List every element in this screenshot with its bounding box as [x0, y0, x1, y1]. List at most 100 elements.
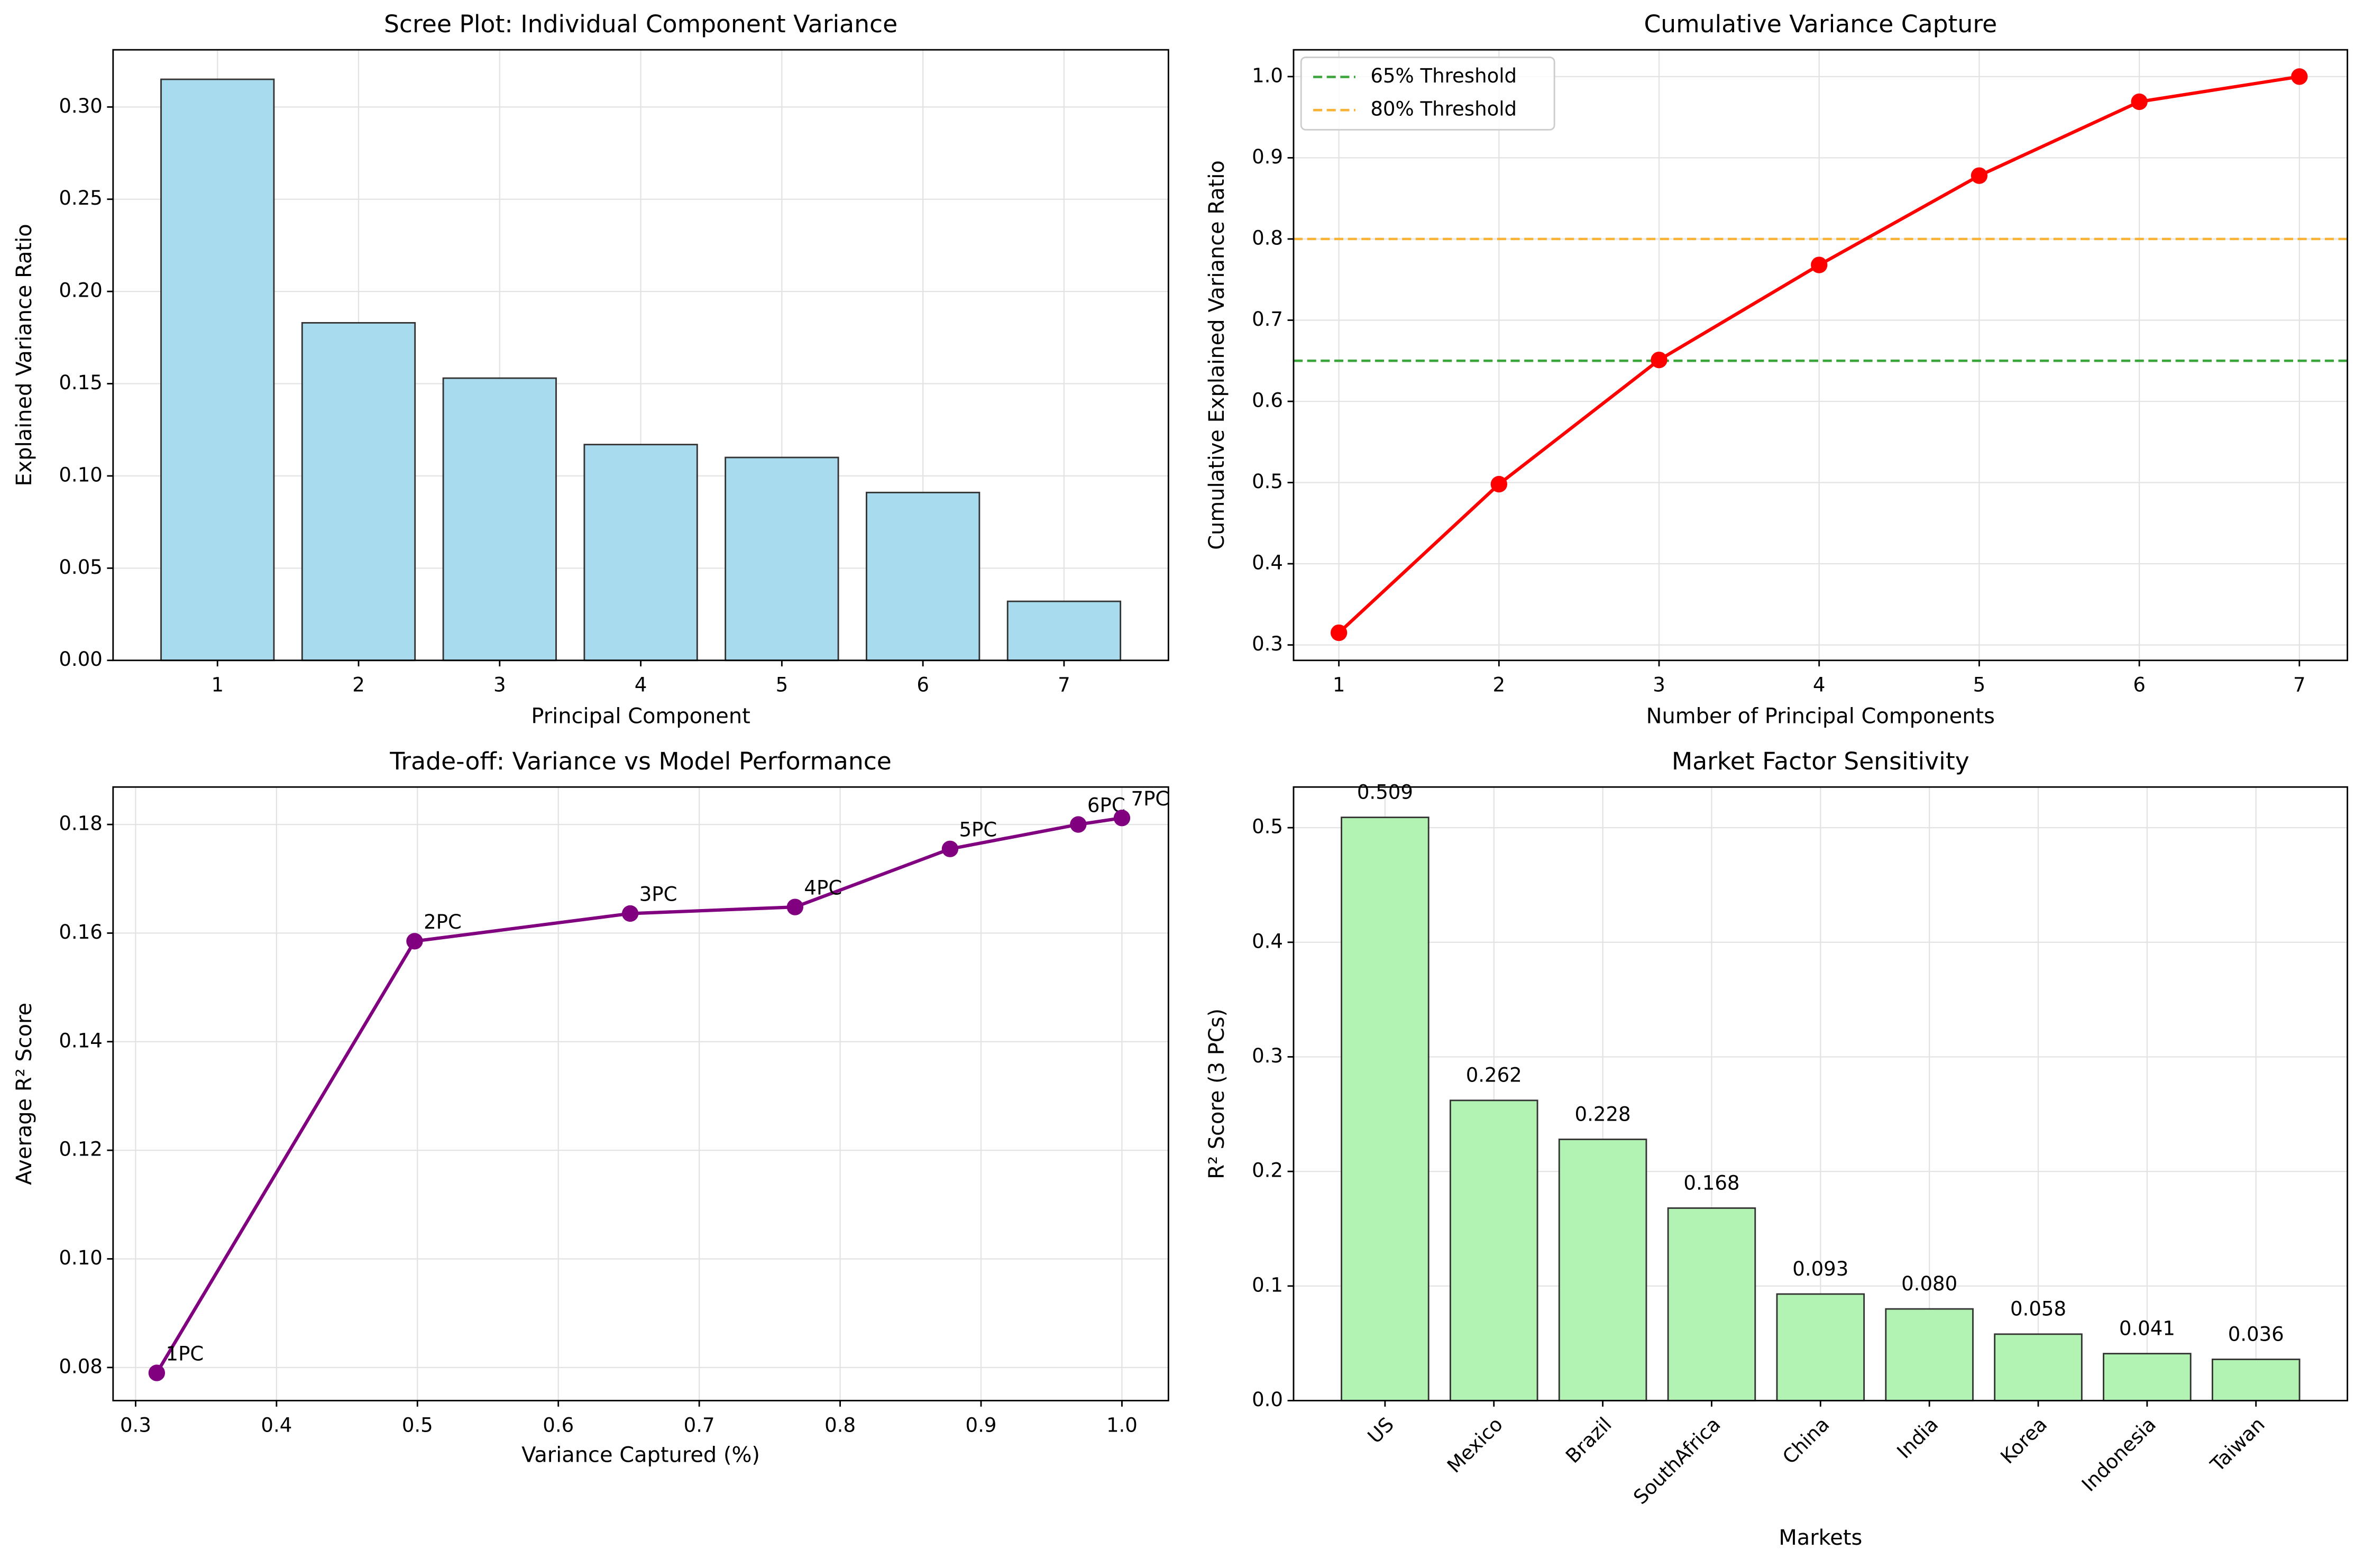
y-tick-label: 0.5 [1252, 815, 1283, 838]
x-tick-label: 0.7 [684, 1414, 715, 1436]
x-tick-label: 1 [1333, 674, 1345, 696]
value-label: 0.093 [1792, 1258, 1848, 1280]
bar [301, 322, 416, 662]
value-label: 0.041 [2119, 1317, 2175, 1340]
y-tick-label: 0.08 [59, 1355, 103, 1378]
y-axis-label: R² Score (3 PCs) [1205, 1008, 1229, 1179]
y-tick-label: 0.25 [59, 187, 103, 209]
y-tick-label: 0.8 [1252, 226, 1283, 249]
x-tick-label: 3 [493, 674, 506, 696]
y-tick-label: 0.18 [59, 812, 103, 835]
y-tick-label: 0.9 [1252, 145, 1283, 168]
value-label: 0.058 [2010, 1298, 2066, 1321]
marker [1651, 351, 1667, 369]
x-axis-label: Principal Component [531, 704, 750, 729]
y-tick-label: 0.16 [59, 921, 103, 943]
value-label: 0.036 [2228, 1323, 2284, 1345]
legend-label: 65% Threshold [1370, 65, 1517, 87]
y-axis-label: Average R² Score [12, 1003, 36, 1185]
x-tick-label: 1.0 [1106, 1414, 1138, 1436]
x-tick-label: 6 [917, 674, 929, 696]
bar [583, 444, 698, 662]
plot-frame [112, 786, 1169, 1401]
x-tick-label: 4 [1813, 674, 1826, 696]
x-tick-label: 5 [776, 674, 789, 696]
x-tick-label: 0.3 [120, 1414, 151, 1436]
y-tick-label: 0.3 [1252, 632, 1283, 655]
marker [1971, 167, 1988, 184]
value-label: 0.262 [1466, 1064, 1522, 1087]
y-axis-label: Explained Variance Ratio [12, 224, 36, 486]
bar [1667, 1207, 1756, 1401]
point-label: 3PC [639, 883, 677, 906]
y-tick-label: 0.6 [1252, 389, 1283, 411]
marker [148, 1364, 166, 1381]
y-tick-label: 0.20 [59, 279, 103, 302]
marker [941, 840, 959, 857]
x-tick-label: Korea [1996, 1413, 2052, 1469]
y-tick-label: 0.1 [1252, 1273, 1283, 1296]
x-tick-label: China [1778, 1413, 1834, 1469]
x-tick-label: US [1363, 1413, 1398, 1448]
point-label: 1PC [166, 1342, 204, 1365]
x-tick-label: 0.6 [543, 1414, 574, 1436]
point-label: 7PC [1131, 787, 1169, 810]
marker [1490, 475, 1508, 493]
y-tick-label: 0.10 [59, 1246, 103, 1269]
y-tick-label: 0.14 [59, 1029, 103, 1052]
bar [1006, 600, 1122, 662]
y-tick-label: 0.12 [59, 1138, 103, 1161]
x-axis-label: Markets [1779, 1526, 1862, 1550]
bar [1449, 1099, 1538, 1401]
bar [725, 456, 839, 662]
y-tick-label: 0.2 [1252, 1159, 1283, 1182]
marker [1811, 256, 1828, 273]
marker [1113, 810, 1131, 827]
y-tick-label: 0.4 [1252, 930, 1283, 952]
x-tick-label: 2 [1493, 674, 1506, 696]
marker [2291, 68, 2308, 85]
y-tick-label: 0.10 [59, 463, 103, 486]
y-axis-label: Cumulative Explained Variance Ratio [1205, 160, 1229, 550]
bar [1994, 1333, 2083, 1401]
x-tick-label: 3 [1653, 674, 1665, 696]
x-tick-label: Brazil [1561, 1413, 1616, 1468]
marker [2131, 93, 2148, 111]
bar [160, 78, 275, 662]
x-tick-label: 2 [352, 674, 365, 696]
marker [406, 933, 423, 950]
bar [1776, 1293, 1865, 1401]
legend-label: 80% Threshold [1370, 98, 1517, 121]
x-tick-label: Indonesia [2077, 1413, 2160, 1496]
marker [786, 898, 803, 915]
x-tick-label: 0.9 [966, 1414, 997, 1436]
x-tick-label: SouthAfrica [1629, 1413, 1725, 1509]
point-label: 2PC [424, 911, 462, 933]
plot-frame [1293, 786, 2349, 1401]
bar [2103, 1353, 2192, 1401]
x-tick-label: 6 [2133, 674, 2146, 696]
y-tick-label: 0.05 [59, 556, 103, 579]
x-tick-label: 0.8 [824, 1414, 856, 1436]
marker [1330, 624, 1348, 641]
y-tick-label: 0.3 [1252, 1044, 1283, 1067]
y-tick-label: 1.0 [1252, 64, 1283, 87]
bar [1558, 1139, 1647, 1401]
y-tick-label: 0.7 [1252, 308, 1283, 331]
point-label: 4PC [804, 876, 842, 899]
y-tick-label: 0.0 [1252, 1388, 1283, 1411]
value-label: 0.228 [1575, 1103, 1631, 1125]
point-label: 5PC [959, 819, 997, 841]
x-tick-label: 5 [1973, 674, 1986, 696]
x-tick-label: 1 [211, 674, 224, 696]
value-label: 0.509 [1357, 781, 1413, 804]
x-axis-label: Variance Captured (%) [521, 1443, 760, 1467]
x-axis-label: Number of Principal Components [1646, 704, 1995, 729]
x-tick-label: 7 [1058, 674, 1070, 696]
x-tick-label: 4 [635, 674, 647, 696]
bar [1885, 1308, 1974, 1401]
plot-frame [1293, 49, 2349, 662]
y-tick-label: 0.30 [59, 95, 103, 117]
chart-title: Cumulative Variance Capture [1644, 10, 1997, 38]
